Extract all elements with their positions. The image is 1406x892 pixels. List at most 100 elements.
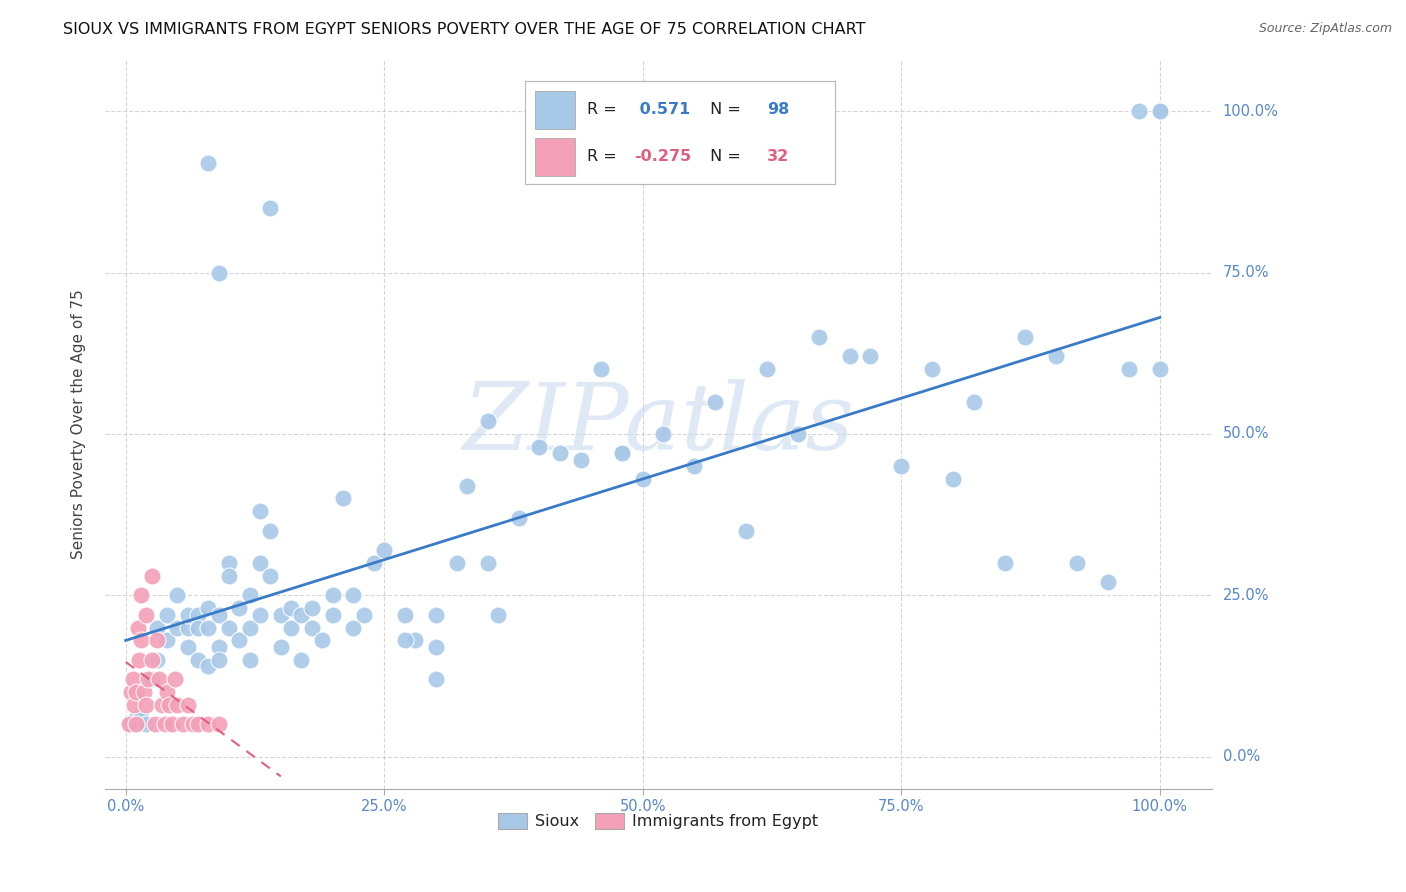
Text: Source: ZipAtlas.com: Source: ZipAtlas.com: [1258, 22, 1392, 36]
Point: [786, 426, 808, 441]
Point: [120, 717, 142, 731]
Text: 100.0%: 100.0%: [1223, 103, 1278, 119]
Point: [239, 621, 262, 635]
Point: [166, 621, 188, 635]
Point: [166, 588, 188, 602]
Point: [208, 640, 231, 654]
Point: [122, 698, 145, 712]
Point: [249, 556, 271, 570]
Point: [187, 607, 209, 622]
Point: [425, 640, 447, 654]
Point: [156, 685, 179, 699]
Point: [150, 698, 173, 712]
Point: [477, 414, 499, 428]
Point: [321, 588, 343, 602]
Legend: Sioux, Immigrants from Egypt: Sioux, Immigrants from Egypt: [492, 806, 824, 836]
Point: [148, 672, 170, 686]
Point: [177, 621, 200, 635]
Point: [373, 543, 395, 558]
Point: [631, 472, 654, 486]
Point: [508, 511, 530, 525]
Point: [425, 672, 447, 686]
Point: [138, 672, 160, 686]
Point: [172, 717, 194, 731]
Point: [127, 621, 149, 635]
Point: [270, 640, 292, 654]
Point: [166, 698, 188, 712]
Point: [529, 440, 551, 454]
Point: [156, 633, 179, 648]
Point: [120, 685, 142, 699]
Text: 0.0%: 0.0%: [1223, 749, 1260, 764]
Point: [301, 601, 323, 615]
Point: [1149, 104, 1171, 119]
Point: [342, 621, 364, 635]
Point: [122, 672, 145, 686]
Point: [187, 653, 209, 667]
Point: [218, 556, 240, 570]
Point: [1118, 362, 1140, 376]
Point: [141, 653, 163, 667]
Point: [290, 607, 312, 622]
Point: [1149, 104, 1171, 119]
Point: [425, 607, 447, 622]
Point: [239, 653, 262, 667]
Point: [197, 601, 219, 615]
Point: [446, 556, 468, 570]
Point: [259, 201, 281, 215]
Point: [177, 607, 200, 622]
Point: [569, 452, 592, 467]
Point: [259, 524, 281, 538]
Point: [1149, 362, 1171, 376]
Point: [610, 446, 633, 460]
Point: [177, 640, 200, 654]
Text: ZIPatlas: ZIPatlas: [463, 379, 855, 469]
Point: [208, 266, 231, 280]
Point: [165, 672, 187, 686]
Point: [610, 446, 633, 460]
Point: [963, 394, 986, 409]
Point: [838, 350, 860, 364]
Point: [1045, 350, 1067, 364]
Point: [197, 659, 219, 673]
Text: 75.0%: 75.0%: [1223, 265, 1270, 280]
Point: [156, 607, 179, 622]
Point: [249, 607, 271, 622]
Point: [128, 653, 150, 667]
Point: [135, 607, 157, 622]
Point: [921, 362, 943, 376]
Point: [591, 362, 613, 376]
Point: [363, 556, 385, 570]
Point: [1014, 330, 1036, 344]
Point: [311, 633, 333, 648]
Point: [280, 601, 302, 615]
Point: [280, 621, 302, 635]
Point: [208, 607, 231, 622]
Point: [548, 446, 571, 460]
Point: [942, 472, 965, 486]
Point: [1097, 575, 1119, 590]
Point: [683, 459, 706, 474]
Point: [129, 711, 152, 725]
Point: [477, 556, 499, 570]
Point: [394, 607, 416, 622]
Point: [404, 633, 426, 648]
Point: [218, 569, 240, 583]
Point: [228, 633, 250, 648]
Point: [153, 717, 176, 731]
Point: [652, 426, 675, 441]
Point: [197, 621, 219, 635]
Point: [125, 685, 148, 699]
Point: [135, 698, 157, 712]
Y-axis label: Seniors Poverty Over the Age of 75: Seniors Poverty Over the Age of 75: [72, 289, 86, 559]
Point: [486, 607, 509, 622]
Point: [301, 621, 323, 635]
Point: [160, 717, 183, 731]
Point: [994, 556, 1017, 570]
Point: [735, 524, 758, 538]
Point: [125, 717, 148, 731]
Point: [129, 588, 152, 602]
Text: 50.0%: 50.0%: [1223, 426, 1270, 442]
Point: [859, 350, 882, 364]
Text: SIOUX VS IMMIGRANTS FROM EGYPT SENIORS POVERTY OVER THE AGE OF 75 CORRELATION CH: SIOUX VS IMMIGRANTS FROM EGYPT SENIORS P…: [63, 22, 866, 37]
